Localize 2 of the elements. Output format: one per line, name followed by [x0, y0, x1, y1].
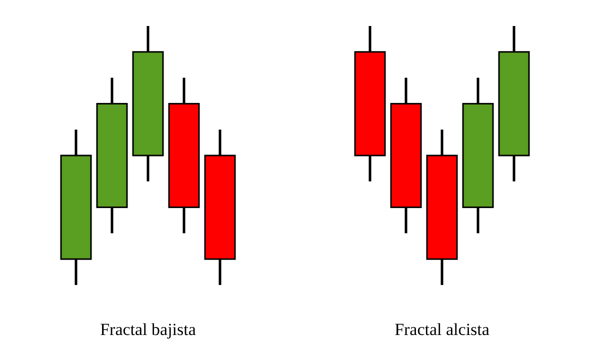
x-axis-title: Fractal bajista	[100, 320, 196, 339]
x-axis-title: Fractal alcista	[394, 320, 490, 339]
